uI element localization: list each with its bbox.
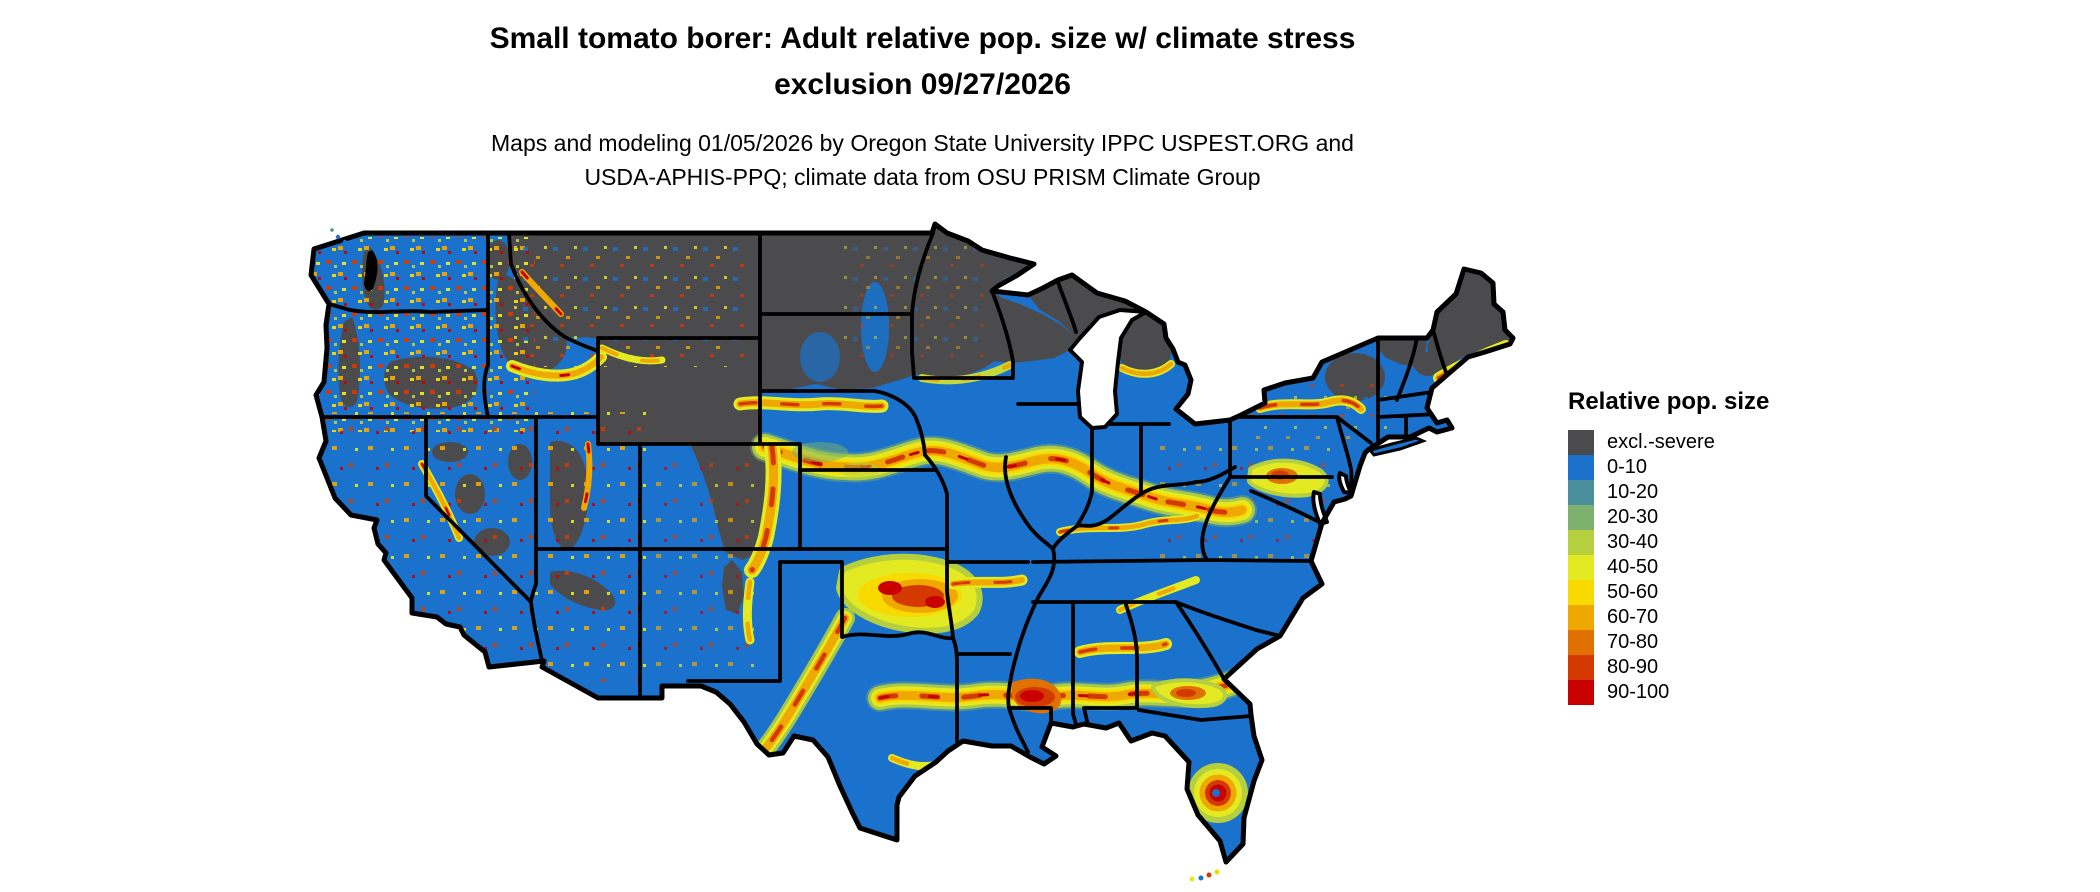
- legend-label: 40-50: [1607, 556, 1659, 578]
- legend-swatch: [1568, 655, 1594, 680]
- legend-item: 10-20: [1568, 480, 1828, 505]
- legend-item: 30-40: [1568, 530, 1828, 555]
- legend-item: 70-80: [1568, 630, 1828, 655]
- legend-label: excl.-severe: [1607, 431, 1715, 453]
- puget-sound: [364, 250, 378, 292]
- map-title: Small tomato borer: Adult relative pop. …: [0, 0, 1845, 108]
- legend-label: 70-80: [1607, 631, 1659, 653]
- legend-swatch: [1568, 480, 1594, 505]
- legend-label: 90-100: [1607, 681, 1670, 703]
- san-juan-islands: [330, 228, 348, 245]
- map-title-line1: Small tomato borer: Adult relative pop. …: [489, 22, 1356, 55]
- florida-hotspot: [1188, 763, 1248, 823]
- legend-item: 50-60: [1568, 580, 1828, 605]
- legend-swatch: [1568, 630, 1594, 655]
- us-map: [220, 152, 1820, 882]
- florida-keys: [1189, 869, 1220, 882]
- map-title-line2: exclusion 09/27/2026: [774, 68, 1071, 101]
- legend-item: 40-50: [1568, 555, 1828, 580]
- plains-blue-patch: [800, 332, 840, 382]
- legend-item: 0-10: [1568, 455, 1828, 480]
- legend-label: 60-70: [1607, 606, 1659, 628]
- map-subtitle-line2: USDA-APHIS-PPQ; climate data from OSU PR…: [584, 164, 1261, 190]
- lake-michigan: [1068, 308, 1148, 430]
- legend-item: 90-100: [1568, 680, 1828, 705]
- legend-swatch: [1568, 455, 1594, 480]
- legend-label: 30-40: [1607, 531, 1659, 553]
- delaware-bay: [1337, 471, 1353, 495]
- legend-label: 10-20: [1607, 481, 1659, 503]
- state-boundaries: [320, 231, 1449, 754]
- legend-swatch: [1568, 605, 1594, 630]
- legend-label: 50-60: [1607, 581, 1659, 603]
- legend-swatch: [1568, 555, 1594, 580]
- legend-item: 20-30: [1568, 505, 1828, 530]
- legend-label: 20-30: [1607, 506, 1659, 528]
- legend-item: excl.-severe: [1568, 430, 1828, 455]
- legend: Relative pop. size excl.-severe 0-10 10-…: [1568, 388, 1828, 705]
- legend-item: 80-90: [1568, 655, 1828, 680]
- us-map-container: [220, 152, 1820, 892]
- long-island: [1367, 436, 1428, 457]
- legend-swatch: [1568, 430, 1594, 455]
- legend-item: 60-70: [1568, 605, 1828, 630]
- legend-swatch: [1568, 505, 1594, 530]
- legend-swatch: [1568, 530, 1594, 555]
- legend-swatch: [1568, 580, 1594, 605]
- legend-title: Relative pop. size: [1568, 388, 1770, 415]
- map-subtitle: Maps and modeling 01/05/2026 by Oregon S…: [0, 108, 1845, 194]
- legend-swatch: [1568, 680, 1594, 705]
- map-subtitle-line1: Maps and modeling 01/05/2026 by Oregon S…: [491, 130, 1354, 156]
- legend-label: 0-10: [1607, 456, 1648, 478]
- header: Small tomato borer: Adult relative pop. …: [0, 0, 1845, 194]
- legend-items: excl.-severe 0-10 10-20 20-30 30-40 40-5…: [1568, 430, 1828, 705]
- legend-label: 80-90: [1607, 656, 1659, 678]
